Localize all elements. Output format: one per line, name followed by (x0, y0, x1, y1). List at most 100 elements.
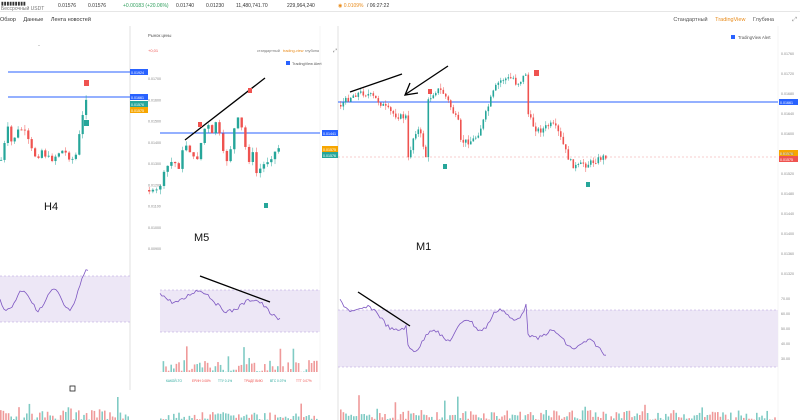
price-axis-label: 0.01680 (781, 92, 794, 96)
tab-standard[interactable]: Стандартный (673, 17, 708, 23)
volume-bar (412, 413, 415, 420)
volume-bar (740, 415, 742, 420)
volume-bar (180, 418, 183, 420)
volume-bar (654, 418, 657, 420)
volume-bar (232, 415, 235, 420)
symbol-title[interactable]: ▮▮▮▮▮▮▮▮▮ (1, 1, 26, 7)
candle-body (577, 164, 580, 165)
candle-body (542, 128, 545, 133)
volume-bar (714, 412, 716, 420)
volume-bar (389, 418, 391, 420)
volume-bar (509, 418, 511, 420)
volume-bar (587, 410, 589, 420)
tab-news[interactable]: Лента новостей (50, 17, 91, 23)
high-24h: 0.01740 (176, 3, 195, 9)
volume-bar (472, 414, 475, 420)
volume-bar (477, 417, 480, 420)
volume-bar (425, 415, 428, 420)
volume-bar (451, 415, 454, 420)
candle-body (51, 155, 54, 162)
candle-body (440, 88, 442, 90)
volume-bar (78, 410, 80, 420)
candle-body (417, 129, 420, 135)
candle-body (196, 156, 199, 160)
candle-body (20, 129, 23, 131)
price-axis-label: 0.01560 (781, 152, 794, 156)
volume-bar (232, 369, 235, 372)
volume-bar (122, 418, 124, 420)
candle-body (532, 117, 535, 127)
candle-body (477, 135, 480, 138)
candle-body (397, 117, 400, 119)
candle-body (262, 164, 266, 169)
candle-body (0, 159, 3, 161)
expand-icon[interactable]: ⤢ (792, 17, 797, 23)
candle-body (229, 149, 232, 162)
candle-body (390, 107, 392, 112)
volume-bar (0, 410, 2, 420)
m1-rsi-band (338, 310, 778, 367)
volume-bar (485, 418, 488, 420)
volume-bar (553, 410, 555, 420)
volume-bar (350, 414, 352, 420)
tab-depth[interactable]: Глубина (752, 17, 774, 23)
legend-entry: ЕРИН 0.08% (192, 379, 211, 383)
price-axis-label: 0.01640 (781, 112, 794, 116)
candle-body (340, 105, 342, 107)
candle-body (412, 138, 415, 151)
volume-bar (183, 416, 185, 420)
tab-data[interactable]: Данные (23, 17, 44, 23)
candle-body (54, 156, 57, 162)
candle-body (240, 117, 243, 128)
candle-body (545, 125, 547, 129)
tab-tradingview[interactable]: TradingView (715, 17, 746, 23)
volume-bar (243, 347, 245, 372)
h4-tag-green (130, 101, 148, 107)
volume-bar (96, 417, 98, 420)
volume-bar (657, 412, 659, 420)
volume-bar (54, 418, 57, 420)
volume-bar (193, 414, 196, 420)
volume-bar (441, 417, 443, 420)
volume-bar (109, 412, 111, 420)
m5-alert-icon (286, 61, 290, 65)
candle-body (347, 97, 350, 102)
candle-body (360, 91, 362, 93)
m1-candles (340, 72, 607, 172)
volume-bar (392, 417, 394, 420)
volume-bar (459, 418, 462, 420)
price-axis-label: 0.01100 (148, 205, 161, 209)
volume-bar (117, 397, 119, 420)
candle-body (23, 129, 26, 131)
candle-body (57, 153, 60, 157)
volume-bar (483, 413, 485, 420)
price-axis-label: 0.01500 (148, 120, 161, 124)
volume-bar (467, 418, 469, 420)
price-axis-label: 0.01200 (148, 183, 161, 187)
m5-price-trendline (184, 77, 266, 141)
tab-overview[interactable]: Обзор (0, 17, 16, 23)
h4-rsi-line (0, 269, 89, 313)
m1-rsi-trendline (357, 291, 411, 327)
volume-bar (46, 411, 49, 420)
volume-bar (240, 364, 243, 372)
volume-bar (698, 412, 701, 420)
candle-body (266, 162, 269, 165)
volume-bar (235, 417, 237, 420)
volume-bar (602, 411, 605, 420)
h4-rsi-band (0, 276, 130, 322)
candle-body (173, 161, 177, 164)
funding-countdown: / 06:27:22 (367, 3, 390, 9)
volume-bar (644, 404, 646, 420)
mark-price: 0.01576 (88, 3, 107, 9)
volume-bar (709, 414, 711, 420)
volume-bar (28, 403, 31, 420)
volume-bar (363, 414, 365, 420)
volume-bar (418, 415, 420, 420)
volume-bar (238, 414, 240, 420)
candle-body (552, 122, 555, 124)
volume-bar (180, 370, 183, 372)
volume-bar (371, 417, 373, 420)
candle-body (490, 96, 492, 107)
